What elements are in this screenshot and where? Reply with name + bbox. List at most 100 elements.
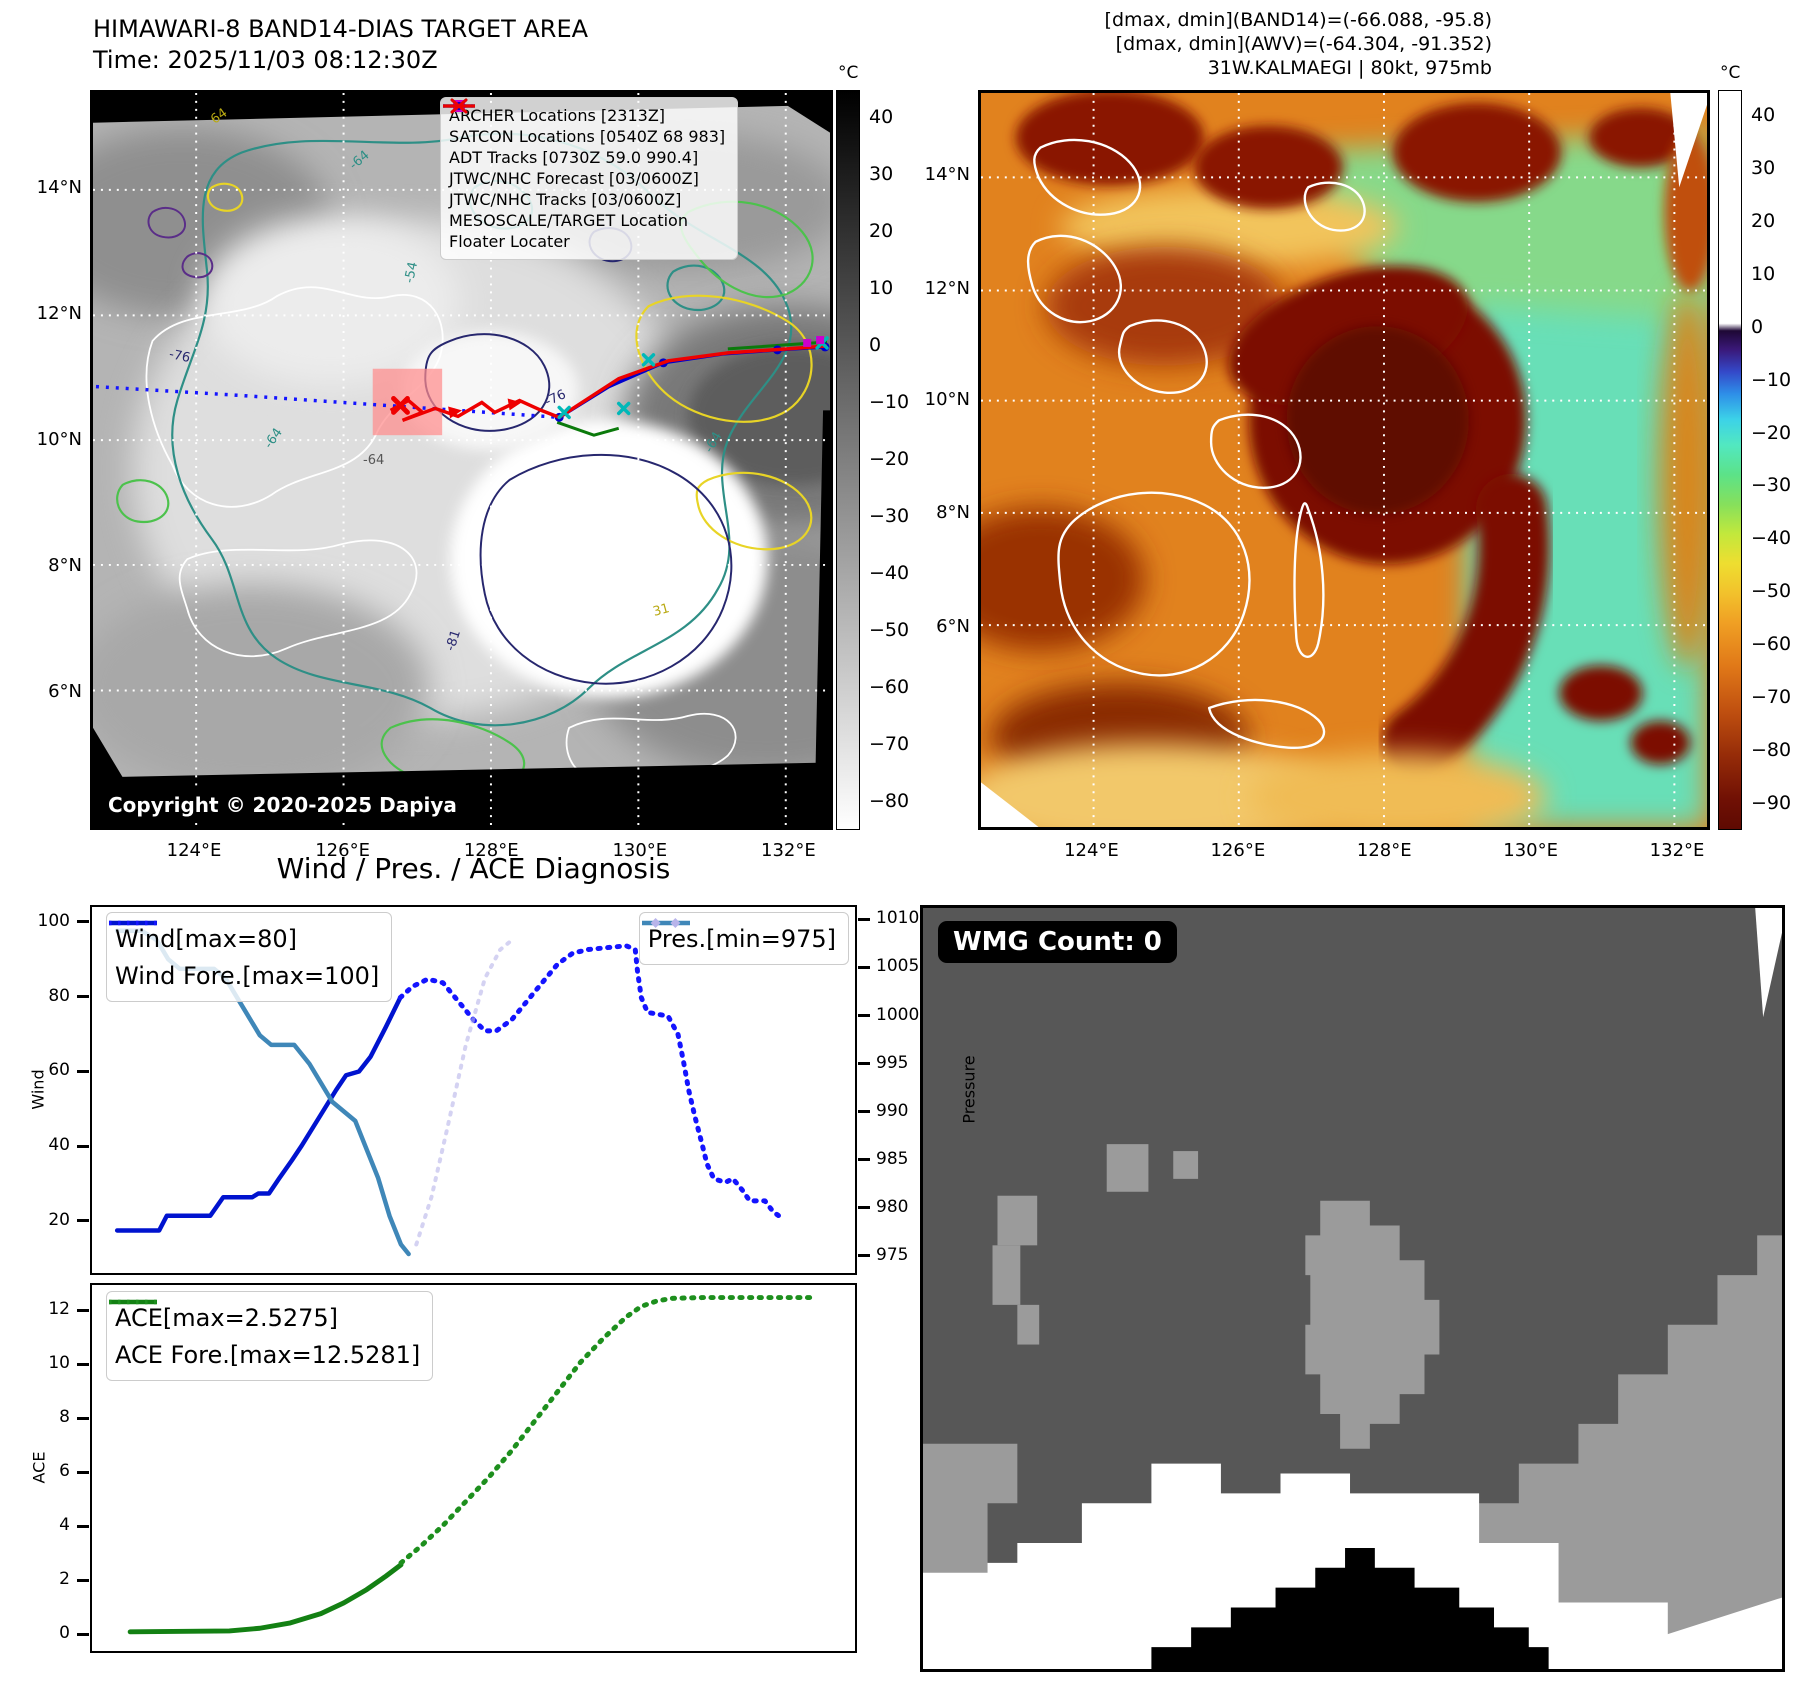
axis-tick: [77, 1524, 89, 1528]
line-swatch: [109, 1299, 157, 1305]
colorbar-tick-label: −40: [1751, 527, 1792, 550]
swatch-diamond: [670, 918, 681, 928]
axis-tick-label: 80: [48, 985, 70, 1006]
page-title: HIMAWARI-8 BAND14-DIAS TARGET AREA Time:…: [93, 14, 588, 76]
dotted-swatch: [109, 920, 157, 926]
lat-label: 8°N: [48, 554, 82, 576]
axis-tick: [858, 1062, 870, 1066]
axis-tick: [77, 920, 89, 924]
colorbar-tick-label: 30: [1751, 157, 1776, 180]
series-ace-fore-max-12-5281-: [398, 1295, 820, 1566]
map-legend: ARCHER Locations [2313Z] SATCON Locations…: [440, 97, 739, 260]
colorbar-tick-label: 0: [1751, 315, 1764, 338]
copyright-label: Copyright © 2020-2025 Dapiya: [96, 789, 469, 821]
axis-tick: [858, 1206, 870, 1210]
axis-tick: [77, 1219, 89, 1223]
axis-tick: [77, 1069, 89, 1073]
colorbar-tick-label: −70: [1751, 685, 1792, 708]
line-swatch: [109, 920, 157, 926]
lat-label: 10°N: [36, 429, 82, 451]
floater-arrows: [448, 398, 522, 419]
wind-pressure-plot: Wind[max=80] Wind Fore.[max=100] Pres.[mi…: [90, 905, 857, 1275]
axis-tick-label: 2: [59, 1569, 70, 1590]
wmg-mask-image: [923, 908, 1782, 1669]
ace-legend: ACE[max=2.5275] ACE Fore.[max=12.5281]: [106, 1291, 434, 1381]
floater-track: [389, 398, 560, 422]
floater-track-east: [558, 344, 828, 419]
legend-entry: Floater Locater: [443, 104, 725, 252]
storm-tracks: [95, 336, 830, 437]
legend-label: ADT Tracks [0730Z 59.0 990.4]: [449, 148, 699, 167]
lon-label: 128°E: [1356, 840, 1412, 861]
diagnosis-title: Wind / Pres. / ACE Diagnosis: [276, 852, 671, 885]
map-gridlines: [981, 93, 1707, 827]
axis-tick-label: 40: [48, 1135, 70, 1156]
lat-label: 6°N: [936, 615, 970, 637]
storm-info: [dmax, dmin](BAND14)=(-66.088, -95.8) [d…: [1105, 8, 1492, 80]
colorbar-tick-label: −20: [1751, 421, 1792, 444]
band14-range: [dmax, dmin](BAND14)=(-66.088, -95.8): [1104, 9, 1492, 31]
lat-label: 8°N: [936, 502, 970, 524]
timestamp: Time: 2025/11/03 08:12:30Z: [93, 46, 438, 74]
colorbar-tick-label: 30: [869, 163, 894, 186]
legend-entry: Wind[max=80]: [109, 920, 379, 957]
colorbar-tick-label: 40: [1751, 104, 1776, 127]
axis-tick: [77, 1416, 89, 1420]
target-x-marker: [391, 396, 410, 415]
legend-label: JTWC/NHC Forecast [03/0600Z]: [449, 169, 699, 188]
colorbar-unit: °C: [1720, 63, 1741, 83]
awv-map-panel: [978, 90, 1710, 830]
axis-tick: [77, 1144, 89, 1148]
legend-entry: ACE Fore.[max=12.5281]: [109, 1299, 420, 1373]
swatch-diamond: [650, 918, 661, 928]
lon-label: 124°E: [1064, 840, 1119, 861]
colorbar-tick-label: −40: [869, 561, 910, 584]
colorbar-tick-label: −70: [869, 732, 910, 755]
legend-label: Floater Locater: [449, 232, 570, 251]
swath-edge: [981, 93, 1707, 827]
colorbar-tick-label: 20: [1751, 210, 1776, 233]
axis-tick: [858, 965, 870, 969]
axis-tick-label: 8: [59, 1407, 70, 1428]
axis-tick: [858, 1014, 870, 1018]
axis-tick-label: 4: [59, 1515, 70, 1536]
legend-label: ACE[max=2.5275]: [115, 1303, 339, 1332]
wmg-panel: WMG Count: 0: [920, 905, 1785, 1672]
colorbar-tick-label: 40: [869, 106, 894, 129]
colorbar-tick-label: −80: [869, 789, 910, 812]
lat-label: 10°N: [924, 389, 970, 411]
legend-label: Wind[max=80]: [115, 924, 297, 953]
axis-tick: [77, 1362, 89, 1366]
lat-label: 12°N: [36, 303, 82, 325]
legend-entry: Pres.[min=975]: [641, 918, 836, 957]
lat-label: 12°N: [924, 278, 970, 300]
axis-tick-label: 12: [48, 1299, 70, 1319]
axis-tick: [858, 1110, 870, 1114]
colorbar-tick-label: −60: [869, 675, 910, 698]
axis-tick-label: 100: [37, 910, 70, 931]
ace-plot: ACE[max=2.5275] ACE Fore.[max=12.5281]: [90, 1283, 857, 1653]
map-gridlines: [93, 93, 830, 827]
colorbar-tick-label: −90: [1751, 791, 1792, 814]
colorbar-tick-label: −80: [1751, 738, 1792, 761]
legend-label: JTWC/NHC Tracks [03/0600Z]: [449, 190, 682, 209]
wind-legend: Wind[max=80] Wind Fore.[max=100]: [106, 912, 393, 1002]
line-diamonds-swatch: [641, 918, 690, 928]
awv-colorbar: [1718, 90, 1742, 830]
colorbar-tick-label: 0: [869, 334, 882, 357]
axis-tick-label: 10: [48, 1353, 70, 1374]
line-swatch: [443, 104, 475, 108]
legend-label: ARCHER Locations [2313Z]: [449, 106, 666, 125]
band14-colorbar: [836, 90, 860, 830]
axis-tick: [77, 1470, 89, 1474]
pressure-legend: Pres.[min=975]: [638, 912, 849, 965]
axis-tick: [858, 1158, 870, 1162]
lat-label: 14°N: [924, 164, 970, 186]
lon-label: 126°E: [1210, 840, 1266, 861]
lon-label: 130°E: [1503, 840, 1559, 861]
adt-track: [556, 420, 620, 437]
colorbar-tick-label: 20: [869, 220, 894, 243]
colorbar-tick-label: −30: [1751, 474, 1792, 497]
axis-tick-label: 60: [48, 1060, 70, 1081]
